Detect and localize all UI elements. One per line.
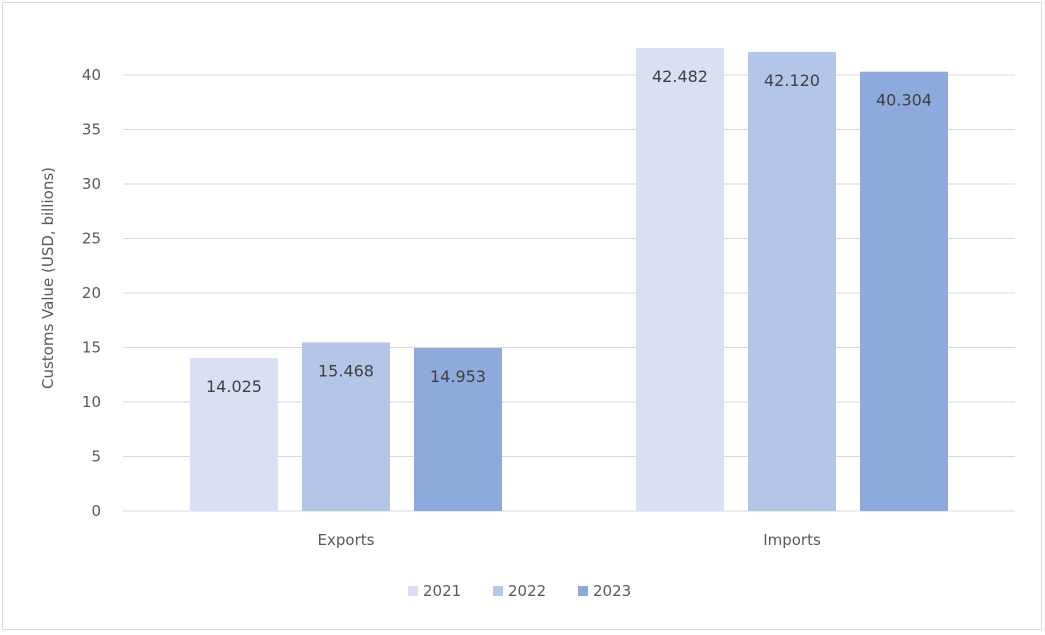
y-axis-title: Customs Value (USD, billions) bbox=[39, 167, 57, 389]
data-label: 42.482 bbox=[652, 67, 708, 86]
y-tick-label: 35 bbox=[82, 121, 101, 139]
bar-imports-2023 bbox=[860, 71, 948, 511]
bar-imports-2021 bbox=[636, 47, 724, 512]
y-tick-label: 5 bbox=[91, 448, 101, 466]
data-label: 42.120 bbox=[764, 71, 820, 90]
y-tick-label: 40 bbox=[82, 66, 101, 84]
bar-exports-2022 bbox=[302, 342, 390, 511]
bars bbox=[190, 47, 948, 512]
bar-imports-2022 bbox=[748, 51, 836, 511]
category-label-imports: Imports bbox=[763, 531, 821, 549]
category-label-exports: Exports bbox=[318, 531, 375, 549]
data-label: 14.025 bbox=[206, 377, 262, 396]
data-label: 40.304 bbox=[876, 91, 932, 110]
legend-swatch-2021 bbox=[408, 586, 418, 596]
data-label: 14.953 bbox=[430, 367, 486, 386]
legend: 2021 2022 2023 bbox=[408, 582, 631, 600]
y-tick-label: 15 bbox=[82, 339, 101, 357]
legend-swatch-2023 bbox=[578, 586, 588, 596]
bar-chart: 0 5 10 15 20 25 30 35 40 14.025 15.468 14.953 42.48… bbox=[39, 47, 1015, 600]
legend-label-2022: 2022 bbox=[508, 582, 546, 600]
y-tick-label: 20 bbox=[82, 284, 101, 302]
y-tick-labels: 0 5 10 15 20 25 30 35 40 bbox=[82, 66, 101, 520]
legend-swatch-2022 bbox=[493, 586, 503, 596]
bar-exports-2021 bbox=[190, 358, 278, 511]
y-tick-label: 10 bbox=[82, 393, 101, 411]
category-labels: Exports Imports bbox=[318, 531, 821, 549]
y-tick-label: 0 bbox=[91, 502, 101, 520]
y-tick-label: 25 bbox=[82, 230, 101, 248]
legend-label-2023: 2023 bbox=[593, 582, 631, 600]
data-label: 15.468 bbox=[318, 361, 374, 380]
data-labels: 14.025 15.468 14.953 42.482 42.120 40.304 bbox=[206, 67, 932, 396]
y-tick-label: 30 bbox=[82, 175, 101, 193]
legend-label-2021: 2021 bbox=[423, 582, 461, 600]
bar-exports-2023 bbox=[414, 348, 502, 511]
